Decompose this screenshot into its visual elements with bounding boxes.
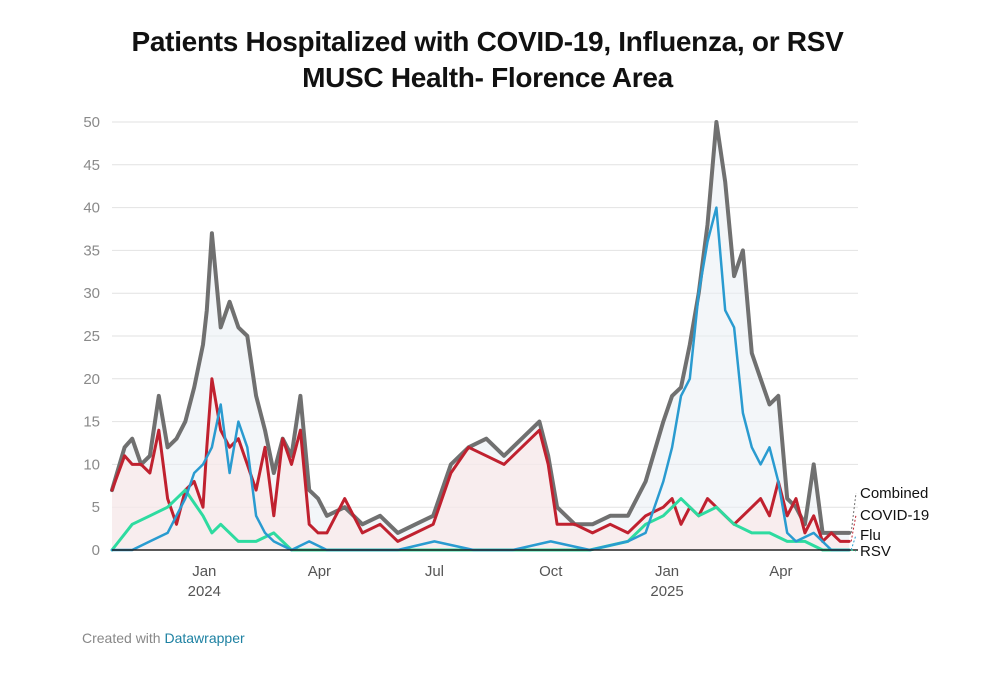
y-tick-label-35: 35 — [83, 242, 100, 259]
footer-credit: Created with Datawrapper — [82, 630, 245, 646]
footer-prefix: Created with — [82, 630, 161, 646]
y-tick-label-15: 15 — [83, 414, 100, 431]
leader-combined — [850, 492, 857, 533]
series-line-flu — [110, 206, 851, 552]
line-label-combined: Combined — [860, 485, 928, 502]
y-tick-label-5: 5 — [92, 499, 100, 516]
leader-rsv — [851, 549, 857, 552]
line-label-covid-19: COVID-19 — [860, 507, 929, 524]
x-tick-label-2: Jul — [425, 563, 444, 580]
y-tick-label-20: 20 — [83, 371, 100, 388]
x-tick-label-5: Apr — [769, 563, 792, 580]
datawrapper-link[interactable]: Datawrapper — [164, 630, 245, 646]
y-tick-label-40: 40 — [83, 200, 100, 217]
line-label-rsv: RSV — [860, 543, 891, 560]
y-tick-label-30: 30 — [83, 285, 100, 302]
x-tick-year-4: 2025 — [650, 583, 683, 600]
line-label-flu: Flu — [860, 527, 881, 544]
x-tick-year-0: 2024 — [188, 583, 221, 600]
x-tick-label-1: Apr — [308, 563, 331, 580]
y-tick-label-50: 50 — [83, 114, 100, 131]
y-tick-label-10: 10 — [83, 456, 100, 473]
y-tick-label-25: 25 — [83, 328, 100, 345]
chart-title: Patients Hospitalized with COVID-19, Inf… — [131, 26, 844, 57]
series-line-covid-19 — [110, 377, 851, 543]
chart-subtitle: MUSC Health- Florence Area — [302, 62, 673, 93]
x-tick-label-3: Oct — [539, 563, 563, 580]
x-tick-label-4: Jan — [655, 563, 679, 580]
y-tick-label-0: 0 — [92, 542, 100, 559]
leader-covid-19 — [850, 514, 857, 542]
y-tick-label-45: 45 — [83, 157, 100, 174]
x-tick-label-0: Jan — [192, 563, 216, 580]
leader-flu — [850, 534, 857, 551]
